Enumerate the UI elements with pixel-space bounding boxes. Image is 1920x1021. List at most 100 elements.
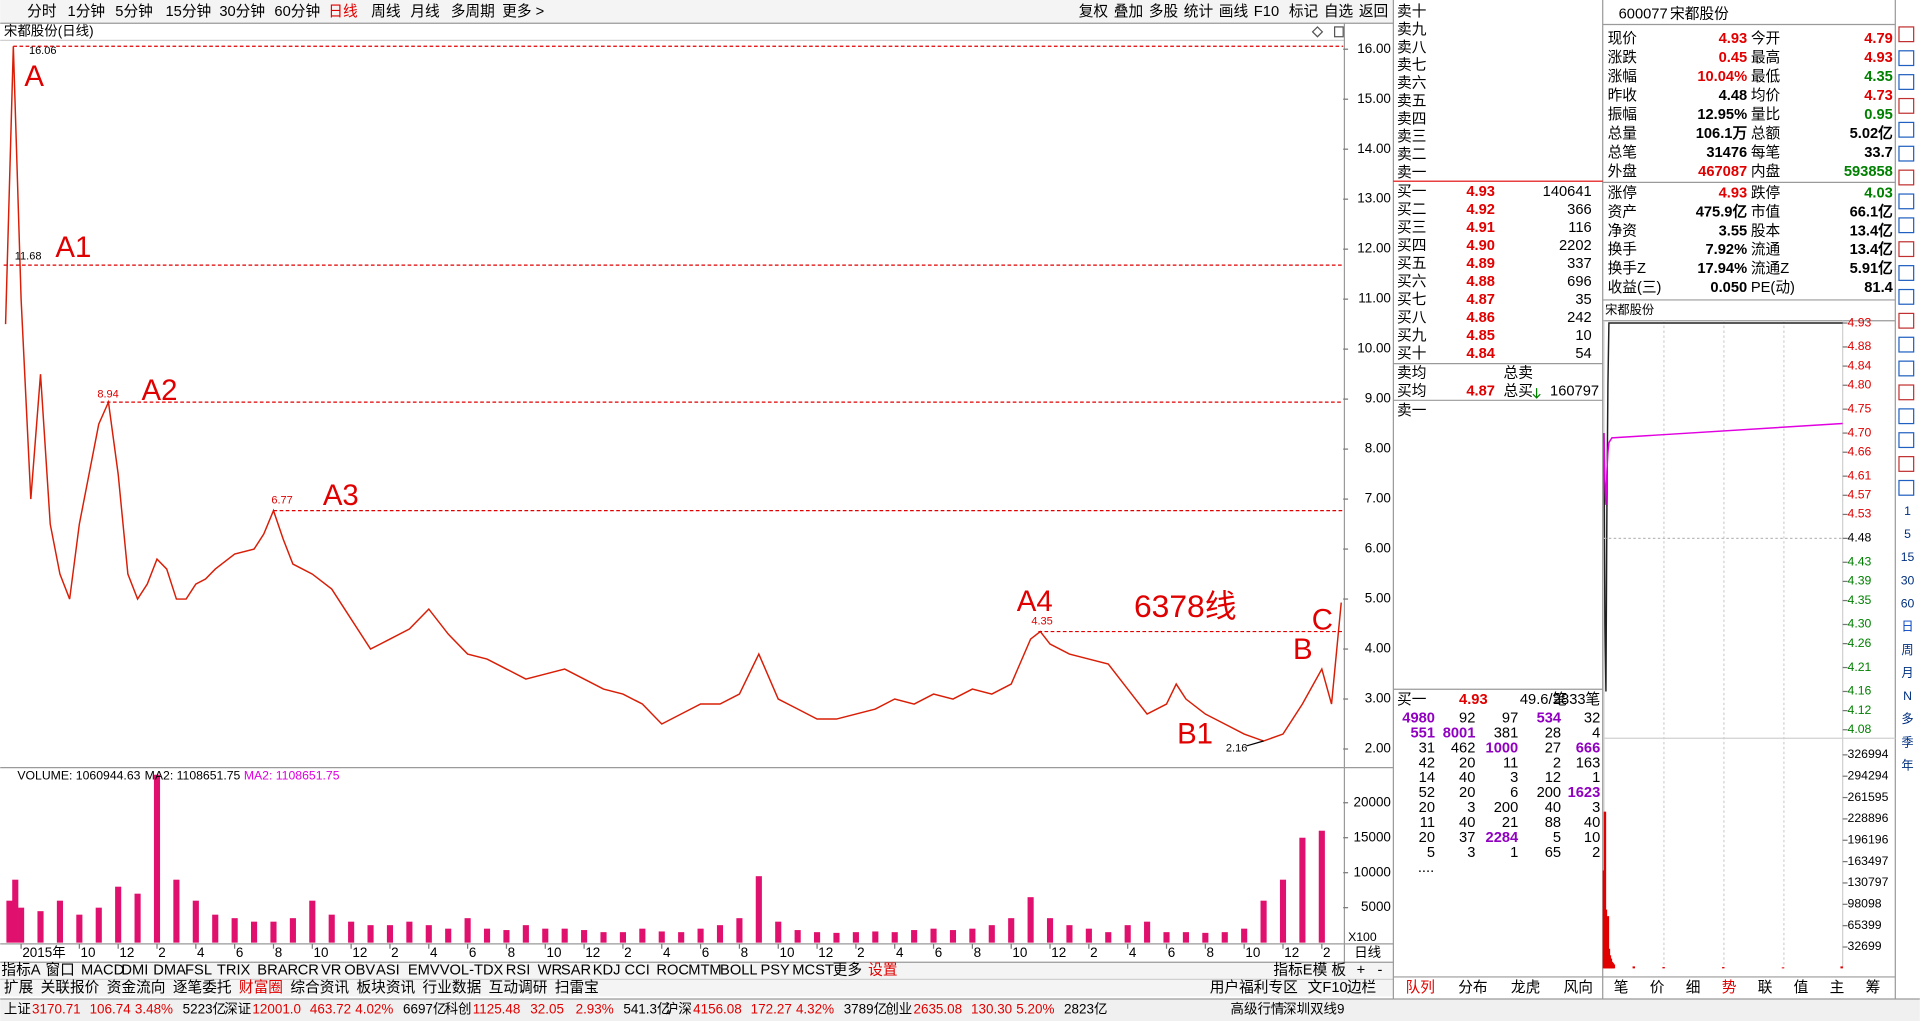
tab[interactable]: DMA xyxy=(153,963,186,979)
side-period[interactable]: 季 xyxy=(1901,735,1913,749)
tab[interactable]: 窗口 xyxy=(46,961,75,979)
tab[interactable]: 联 xyxy=(1758,979,1773,996)
tab[interactable]: MCST xyxy=(792,963,834,979)
side-period[interactable]: 5 xyxy=(1904,527,1911,541)
tab[interactable]: 分布 xyxy=(1458,979,1487,996)
period-tab[interactable]: 1分钟 xyxy=(68,3,106,20)
side-period[interactable]: 60 xyxy=(1901,597,1915,611)
side-icon[interactable] xyxy=(1898,408,1915,425)
side-icon[interactable] xyxy=(1898,50,1915,67)
side-period[interactable]: N xyxy=(1903,689,1912,703)
tab[interactable]: 行业数据 xyxy=(423,979,482,996)
tab[interactable]: 势 xyxy=(1722,979,1737,996)
tab[interactable]: FSL xyxy=(185,963,212,979)
tab[interactable]: WR xyxy=(538,963,562,979)
tab[interactable]: 指标E模 板 xyxy=(1273,961,1346,979)
period-tab[interactable]: 月线 xyxy=(410,3,440,20)
period-tab[interactable]: 60分钟 xyxy=(274,3,320,20)
tab[interactable]: 更多 xyxy=(833,962,862,979)
tab[interactable]: RSI xyxy=(506,963,530,979)
tab[interactable]: CR xyxy=(298,963,319,979)
tab[interactable]: VR xyxy=(321,963,341,979)
tab[interactable]: 关联报价 xyxy=(41,979,100,996)
tab[interactable]: CCI xyxy=(625,963,650,979)
side-icon[interactable] xyxy=(1898,265,1915,281)
tab[interactable]: 队列 xyxy=(1406,979,1435,996)
side-period[interactable]: 周 xyxy=(1901,643,1913,657)
tab[interactable]: 笔 xyxy=(1614,979,1629,996)
side-icon[interactable] xyxy=(1898,169,1915,186)
tab[interactable]: BOLL xyxy=(720,963,758,979)
tool-button[interactable]: 复权 xyxy=(1079,2,1109,20)
tab[interactable]: SAR xyxy=(561,963,591,979)
tab[interactable]: PSY xyxy=(760,963,790,979)
side-icon[interactable] xyxy=(1898,360,1915,377)
period-tab[interactable]: 5分钟 xyxy=(115,3,153,20)
period-tab[interactable]: 15分钟 xyxy=(165,3,211,20)
side-icon[interactable] xyxy=(1898,121,1915,138)
period-tab[interactable]: 更多 > xyxy=(502,3,544,20)
tab[interactable]: 扩展 xyxy=(4,979,34,996)
side-period[interactable]: 年 xyxy=(1901,758,1913,772)
side-icon[interactable] xyxy=(1898,241,1915,258)
side-period[interactable]: 月 xyxy=(1901,666,1913,680)
side-icon[interactable] xyxy=(1898,384,1915,401)
tab[interactable]: 用户福利专区 xyxy=(1210,979,1298,996)
side-icon[interactable] xyxy=(1898,456,1915,472)
side-period[interactable]: 多 xyxy=(1901,712,1913,726)
tab[interactable]: 指标A xyxy=(1,962,40,979)
tab[interactable]: 文F10 xyxy=(1308,979,1348,996)
tab[interactable]: 主 xyxy=(1830,979,1845,996)
tab[interactable]: EMV xyxy=(408,963,440,979)
period-label[interactable]: 日线 xyxy=(1354,945,1381,960)
tab[interactable]: KDJ xyxy=(593,963,621,979)
tab[interactable]: 扫雷宝 xyxy=(555,979,599,996)
side-period[interactable]: 日 xyxy=(1901,620,1913,634)
side-icon[interactable] xyxy=(1898,26,1915,43)
window-icon[interactable] xyxy=(1311,26,1324,38)
tab[interactable]: 价 xyxy=(1650,980,1665,996)
side-period[interactable]: 30 xyxy=(1901,573,1915,587)
tool-button[interactable]: 标记 xyxy=(1289,3,1319,20)
side-icon[interactable] xyxy=(1898,145,1915,162)
tab[interactable]: TRIX xyxy=(217,963,251,979)
tool-button[interactable]: 叠加 xyxy=(1114,3,1143,20)
period-tab[interactable]: 周线 xyxy=(371,3,401,20)
period-tab[interactable]: 30分钟 xyxy=(219,3,265,20)
tab[interactable]: 互动调研 xyxy=(489,979,548,996)
side-icon[interactable] xyxy=(1898,336,1915,353)
tool-button[interactable]: 多股 xyxy=(1149,3,1179,20)
side-icon[interactable] xyxy=(1898,288,1915,305)
period-tab[interactable]: 分时 xyxy=(27,3,57,20)
tab[interactable]: OBV xyxy=(344,963,375,979)
tab[interactable]: BRAR xyxy=(257,963,298,979)
tab[interactable]: - xyxy=(1377,963,1382,979)
window-icon[interactable] xyxy=(1333,26,1344,38)
tab[interactable]: 板块资讯 xyxy=(356,978,415,996)
side-period[interactable]: 1 xyxy=(1904,504,1911,518)
tool-button[interactable]: 统计 xyxy=(1184,3,1214,20)
tab[interactable]: 综合资讯 xyxy=(290,979,349,996)
tool-button[interactable]: 返回 xyxy=(1359,3,1388,20)
tab[interactable]: DMI xyxy=(121,963,148,979)
side-icon[interactable] xyxy=(1898,312,1915,329)
tab[interactable]: 边栏 xyxy=(1347,979,1376,996)
side-icon[interactable] xyxy=(1898,479,1915,496)
tab[interactable]: VOL-TDX xyxy=(440,963,504,979)
tab[interactable]: ROC xyxy=(656,963,689,979)
tool-button[interactable]: 自选 xyxy=(1324,3,1354,20)
side-icon[interactable] xyxy=(1898,193,1915,210)
side-icon[interactable] xyxy=(1898,432,1915,449)
period-tab[interactable]: 多周期 xyxy=(451,3,495,20)
tab[interactable]: 细 xyxy=(1686,979,1701,996)
tab[interactable]: 龙虎 xyxy=(1511,979,1540,996)
tab[interactable]: 财富圈 xyxy=(239,978,283,996)
side-period[interactable]: 15 xyxy=(1901,550,1915,564)
side-icon[interactable] xyxy=(1898,217,1915,234)
period-tab[interactable]: 日线 xyxy=(328,3,358,20)
tab[interactable]: MACD xyxy=(81,963,124,979)
tab[interactable]: 值 xyxy=(1794,979,1809,996)
tab[interactable]: MTM xyxy=(688,963,721,979)
tab[interactable]: ASI xyxy=(376,963,400,979)
tab[interactable]: 风向 xyxy=(1564,979,1593,996)
